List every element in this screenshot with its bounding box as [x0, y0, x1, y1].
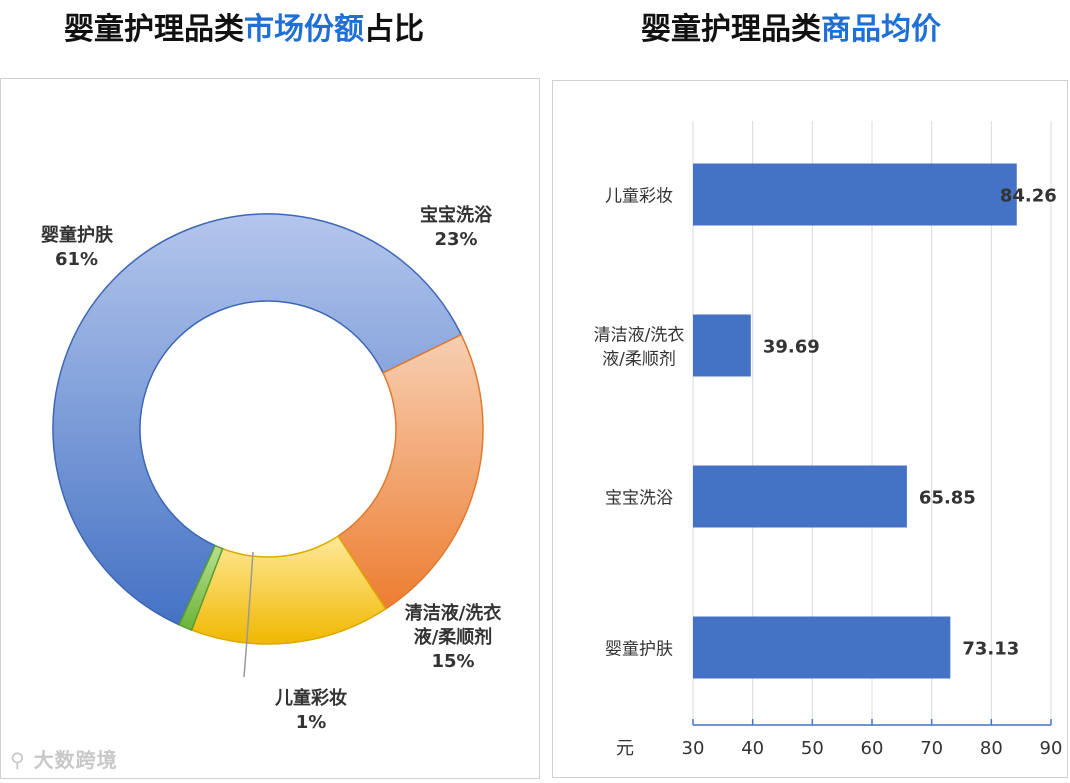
donut-slice-0 [52, 213, 463, 626]
donut-label-2: 清洁液/洗衣液/柔顺剂 15% [405, 602, 502, 672]
watermark-text: 大数跨境 [33, 748, 118, 772]
bar-0 [693, 163, 1017, 226]
bar-chart: 30 40 50 60 70 80 90 元 84.26 儿童彩妆 39.69 清洁液/洗衣液/柔顺剂… [594, 121, 1063, 759]
x-tick-label-1: 40 [741, 738, 764, 759]
bar-category-label-1: 清洁液/洗衣液/柔顺剂 [594, 326, 685, 370]
bar-chart-panel: 30 40 50 60 70 80 90 元 84.26 儿童彩妆 39.69 清洁液/洗衣液/柔顺剂… [552, 80, 1068, 778]
x-tick-label-5: 80 [980, 738, 1003, 759]
donut-label-3: 儿童彩妆 1% [274, 687, 347, 733]
x-tick-label-0: 30 [682, 738, 705, 759]
left-chart-title: 婴童护理品类市场份额占比 [64, 8, 424, 52]
bar-2 [693, 465, 907, 528]
bar-1 [693, 314, 751, 377]
donut-slice-3 [178, 544, 224, 631]
watermark-logo: ⚲ 大数跨境 [10, 748, 118, 772]
left-title-highlight: 市场份额 [244, 12, 364, 47]
bar-category-label-0: 儿童彩妆 [605, 187, 673, 207]
x-axis-unit: 元 [616, 738, 634, 759]
right-title-prefix: 婴童护理品类 [641, 12, 821, 47]
right-title-highlight: 商品均价 [821, 12, 941, 47]
donut-label-0: 婴童护肤 61% [41, 224, 114, 270]
bar-category-label-3: 婴童护肤 [605, 640, 673, 660]
x-tick-label-6: 90 [1040, 738, 1063, 759]
left-title-prefix: 婴童护理品类 [64, 12, 244, 47]
donut-chart: 婴童护肤 61% 宝宝洗浴 23% 清洁液/洗衣液/柔顺剂 15% 儿童彩妆 1% [41, 204, 502, 733]
donut-leader-line [243, 551, 254, 678]
donut-label-1: 宝宝洗浴 23% [420, 204, 493, 250]
bar-value-label-3: 73.13 [962, 639, 1019, 660]
donut-chart-panel: 婴童护肤 61% 宝宝洗浴 23% 清洁液/洗衣液/柔顺剂 15% 儿童彩妆 1% [0, 78, 540, 779]
bar-value-label-1: 39.69 [763, 337, 820, 358]
left-title-suffix: 占比 [364, 12, 424, 47]
x-tick-label-2: 50 [801, 738, 824, 759]
donut-slice-1 [337, 333, 484, 610]
bar-value-label-0: 84.26 [1000, 186, 1057, 207]
bar-category-label-2: 宝宝洗浴 [605, 489, 673, 509]
bar-value-label-2: 65.85 [919, 488, 976, 509]
x-tick-label-3: 60 [861, 738, 884, 759]
right-chart-title: 婴童护理品类商品均价 [641, 8, 941, 52]
x-tick-label-4: 70 [920, 738, 943, 759]
bar-3 [693, 616, 951, 679]
